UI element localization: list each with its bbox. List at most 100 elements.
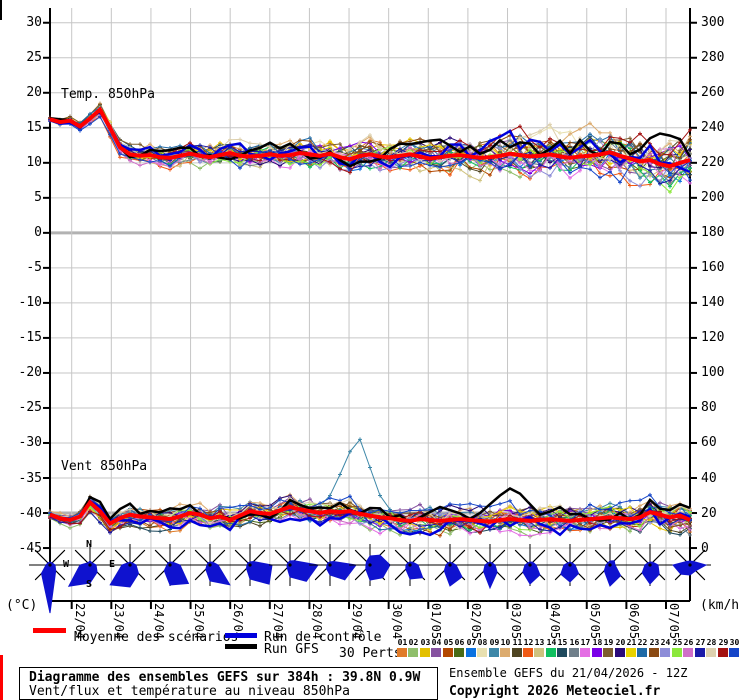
pert-number-label: 03 (420, 638, 431, 647)
pert-number-label: 08 (477, 638, 488, 647)
wind-rose-direction-polygon (483, 561, 498, 590)
pert-color-swatch (397, 648, 407, 657)
pert-color-swatch (420, 648, 430, 657)
x-axis-date-label: 30/04 (390, 603, 404, 640)
left-axis-label: -15 (18, 330, 42, 345)
right-axis-label: 120 (701, 330, 725, 345)
pert-number-label: 02 (408, 638, 419, 647)
right-axis-label: 20 (701, 506, 717, 521)
pert-color-swatch (454, 648, 464, 657)
wind-rose-direction-polygon (641, 561, 660, 585)
pert-number-label: 11 (512, 638, 523, 647)
wind-rose-center (208, 563, 212, 567)
x-axis-date-label: 05/05 (588, 603, 602, 640)
pert-color-swatch (603, 648, 613, 657)
compass-west-label: W (63, 559, 70, 570)
pert-color-swatch (569, 648, 579, 657)
wind-rose-direction-polygon (672, 560, 708, 576)
wind-rose-direction-polygon (560, 561, 580, 583)
pert-color-swatch (443, 648, 453, 657)
pert-color-swatch (489, 648, 499, 657)
right-axis-label: 220 (701, 155, 725, 170)
x-axis-date-label: 07/05 (667, 603, 681, 640)
x-axis-date-label: 06/05 (627, 603, 641, 640)
left-axis-label: 20 (26, 85, 42, 100)
pert-color-swatch (660, 648, 670, 657)
wind-rose-center (568, 563, 572, 567)
top-left-edge-mark (0, 0, 2, 20)
pert-color-swatch (431, 648, 441, 657)
ensemble-mean-wind-line (49, 499, 691, 527)
wind-rose-direction-polygon (443, 561, 463, 587)
pert-color-swatch (706, 648, 716, 657)
right-axis-label: 80 (701, 400, 717, 415)
left-axis-label: -30 (18, 435, 42, 450)
ensemble-chart-canvas (29, 8, 711, 614)
pert-number-label: 26 (683, 638, 694, 647)
pert-number-label: 24 (660, 638, 671, 647)
gfs-run-temp-line (49, 109, 692, 168)
wind-rose-center (368, 563, 372, 567)
wind-rose-center (608, 563, 612, 567)
left-axis-label: 30 (26, 15, 42, 30)
wind-rose-center (168, 563, 172, 567)
pert-number-label: 27 (695, 638, 706, 647)
pert-number-label: 19 (603, 638, 614, 647)
temp-panel-label: Temp. 850hPa (61, 87, 155, 102)
compass-east-label: E (109, 559, 116, 570)
left-axis-label: -35 (18, 471, 42, 486)
right-axis-label: 60 (701, 435, 717, 450)
diagram-title: Diagramme des ensembles GEFS sur 384h : … (29, 670, 421, 685)
right-axis-label: 260 (701, 85, 725, 100)
pert-number-label: 21 (626, 638, 637, 647)
left-axis-label: 25 (26, 50, 42, 65)
pert-color-swatch (637, 648, 647, 657)
pert-color-swatch (523, 648, 533, 657)
diagram-subtitle: Vent/flux et température au niveau 850hP… (29, 684, 350, 699)
right-axis-label: 200 (701, 190, 725, 205)
wind-rose-direction-polygon (245, 560, 273, 585)
right-axis-label: 160 (701, 260, 725, 275)
ensemble-mean-temp-line (49, 106, 691, 169)
pert-number-label: 20 (615, 638, 626, 647)
pert-number-label: 16 (569, 638, 580, 647)
pert-color-swatch (718, 648, 728, 657)
wind-rose-direction-polygon (163, 561, 190, 586)
right-axis-label: 40 (701, 471, 717, 486)
wind-rose-direction-polygon (205, 561, 231, 586)
left-axis-label: -40 (18, 506, 42, 521)
pert-color-swatch (557, 648, 567, 657)
gfs-run-wind-line (49, 487, 691, 525)
pert-color-swatch (477, 648, 487, 657)
wind-rose-center (48, 563, 52, 567)
pert-number-label: 12 (523, 638, 534, 647)
gfs-run-swatch (225, 644, 257, 649)
right-axis-label: 100 (701, 365, 725, 380)
pert-number-label: 17 (580, 638, 591, 647)
pert-number-label: 09 (489, 638, 500, 647)
pert-color-swatch (615, 648, 625, 657)
pert-color-swatch (546, 648, 556, 657)
wind-rose-direction-polygon (109, 561, 140, 588)
wind-rose-center (448, 563, 452, 567)
right-axis-label: 280 (701, 50, 725, 65)
compass-north-label: N (86, 539, 93, 550)
wind-rose-center (528, 563, 532, 567)
wind-rose-center (488, 563, 492, 567)
left-axis-unit-label: (°C) (6, 598, 38, 613)
pert-number-label: 14 (546, 638, 557, 647)
pert-number-label: 05 (443, 638, 454, 647)
right-axis-label: 140 (701, 295, 725, 310)
wind-rose-direction-polygon (365, 554, 391, 581)
wind-rose-center (688, 563, 692, 567)
bottom-left-edge-mark (0, 655, 3, 700)
x-axis-date-label: 03/05 (509, 603, 523, 640)
pert-number-label: 23 (649, 638, 660, 647)
control-run-swatch (225, 633, 257, 638)
pert-color-swatch (672, 648, 682, 657)
pert-color-swatch (534, 648, 544, 657)
wind-rose-direction-polygon (522, 561, 541, 585)
wind-rose-center (288, 563, 292, 567)
pert-number-label: 30 (729, 638, 740, 647)
